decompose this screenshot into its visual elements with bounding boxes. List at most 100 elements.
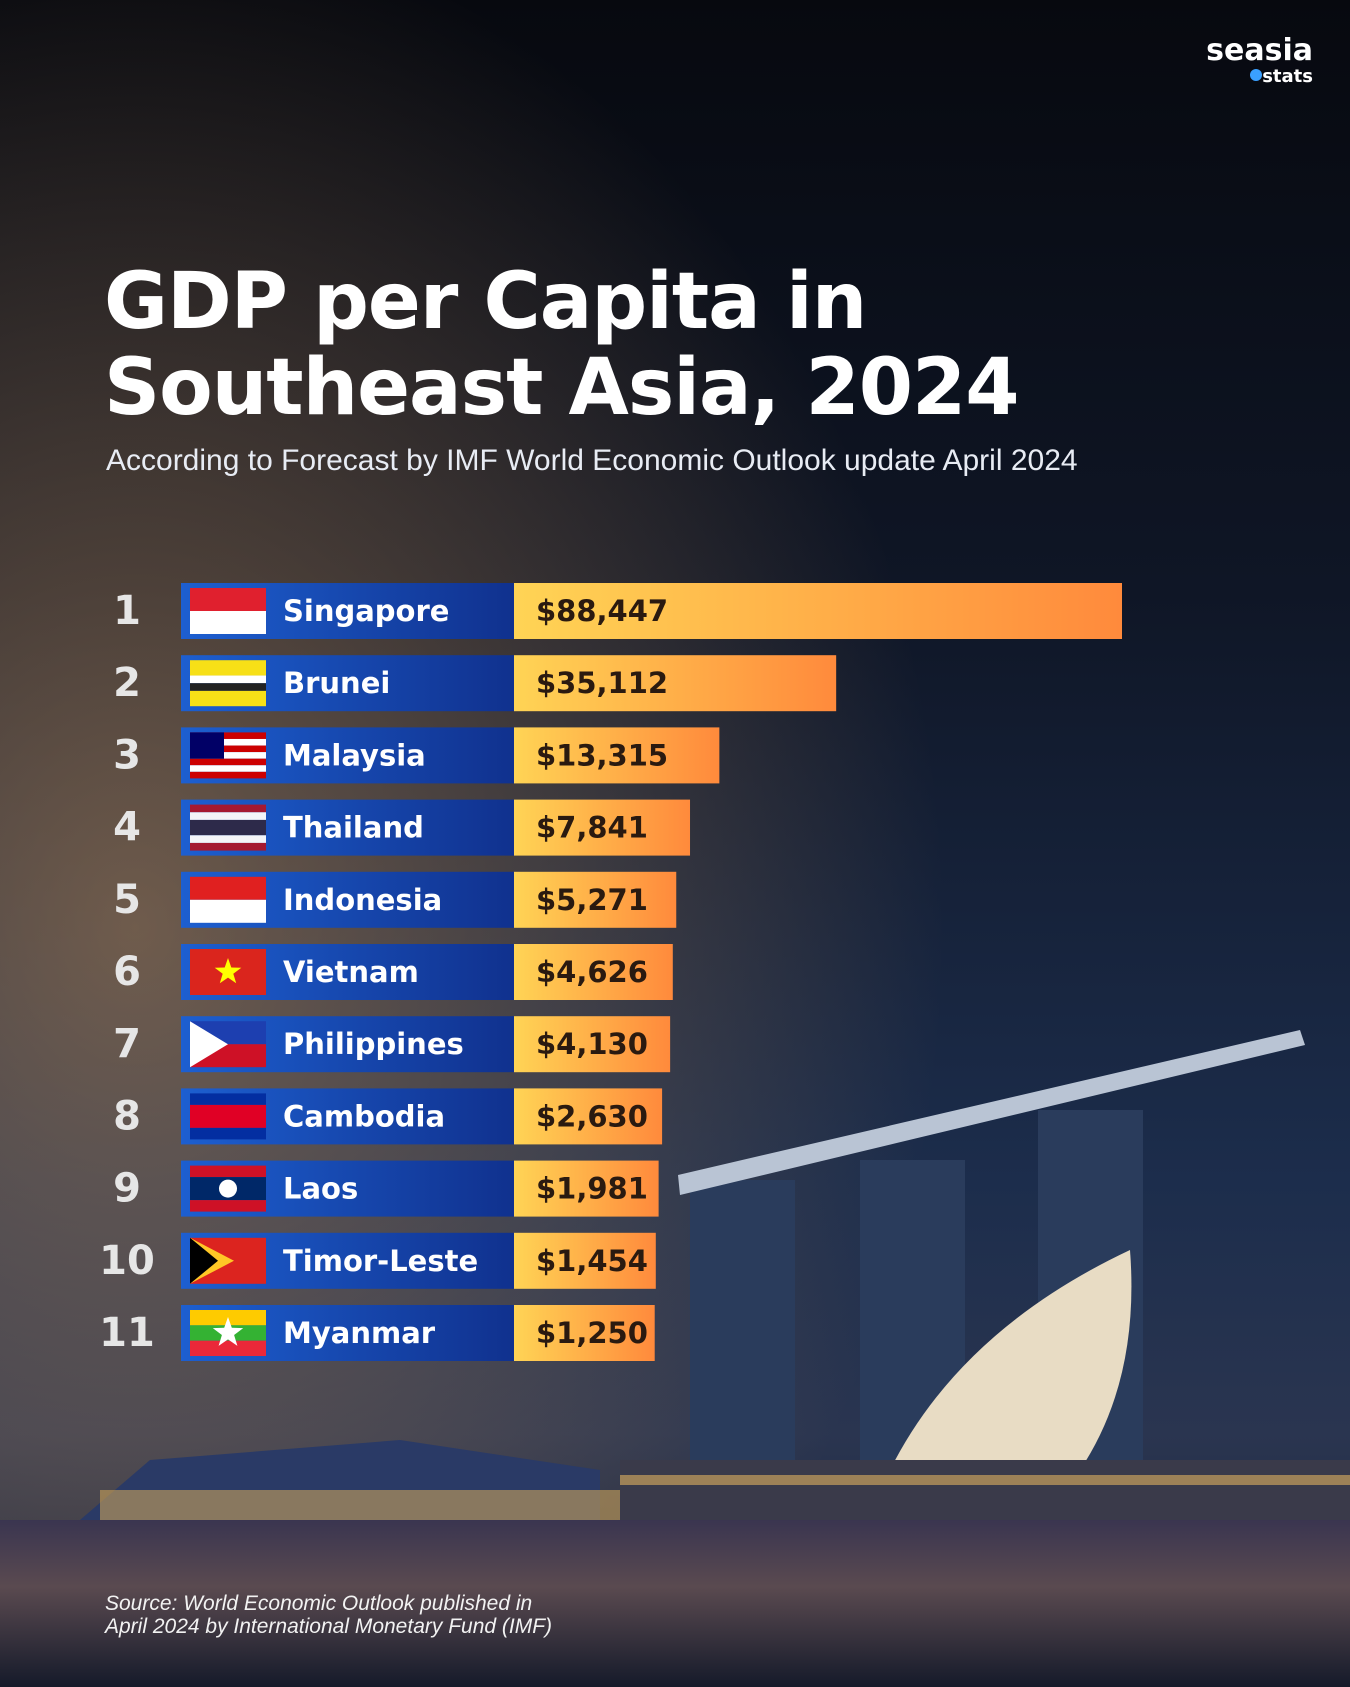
rank: 1	[113, 588, 141, 634]
flag-stripe	[190, 758, 266, 766]
rank: 4	[113, 805, 141, 851]
rank: 10	[99, 1238, 155, 1284]
row: 2 Brunei $35,112	[113, 655, 837, 712]
building-lights	[100, 1490, 660, 1520]
rank: 11	[99, 1310, 155, 1356]
country-label: Malaysia	[283, 738, 426, 772]
museum	[890, 1250, 1132, 1470]
chart-title: GDP per Capita in	[104, 257, 866, 347]
value-label: $4,626	[536, 955, 648, 989]
value-label: $1,454	[536, 1244, 648, 1278]
value-label: $35,112	[536, 666, 668, 700]
bar	[514, 871, 677, 928]
bar	[514, 727, 720, 784]
flag-disc	[219, 1179, 237, 1198]
flag-stripe	[190, 804, 266, 813]
flag-stripe	[190, 842, 266, 851]
row: 9 Laos $1,981	[113, 1160, 659, 1217]
value-label: $13,315	[536, 738, 668, 772]
country-label: Cambodia	[283, 1099, 445, 1133]
value-label: $7,841	[536, 811, 648, 845]
skypark	[678, 1030, 1305, 1195]
country-label: Vietnam	[283, 955, 419, 989]
value-label: $4,130	[536, 1027, 648, 1061]
rank: 5	[113, 877, 141, 923]
row: 4 Thailand $7,841	[113, 799, 691, 856]
row: 6 Vietnam $4,626	[113, 944, 673, 1000]
logo-tag: stats	[1262, 66, 1313, 87]
chart-subtitle: According to Forecast by IMF World Econo…	[106, 444, 1078, 477]
country-label: Timor-Leste	[283, 1244, 478, 1278]
value-label: $1,250	[536, 1316, 648, 1350]
row: 5 Indonesia $5,271	[113, 871, 677, 928]
bar	[514, 1160, 659, 1217]
flag-stripe	[190, 1200, 266, 1212]
country-label: Thailand	[283, 811, 424, 845]
rank: 2	[113, 660, 141, 706]
source: April 2024 by International Monetary Fun…	[103, 1615, 552, 1638]
chart-title: Southeast Asia, 2024	[104, 343, 1019, 433]
bar	[514, 655, 837, 712]
rank: 3	[113, 732, 141, 778]
rank: 9	[113, 1166, 141, 1212]
flag-stripe	[190, 660, 266, 676]
country-label: Myanmar	[283, 1316, 436, 1350]
flag-stripe	[190, 732, 266, 739]
flag-triangle	[190, 1237, 218, 1284]
flag-stripe	[190, 1340, 266, 1356]
logo-dot	[1250, 69, 1262, 81]
flag-star	[214, 958, 242, 984]
flag-stripe	[190, 611, 266, 634]
bar	[514, 944, 673, 1000]
row: 1 Singapore $88,447	[113, 583, 1122, 639]
bar	[514, 1016, 671, 1073]
country-label: Philippines	[283, 1027, 464, 1061]
flag-stripe	[190, 819, 266, 836]
flag-stripe	[190, 588, 266, 611]
flag-stripe	[190, 899, 266, 923]
flag-stripe	[190, 1127, 266, 1140]
flag-stripe	[190, 690, 266, 707]
rank: 7	[113, 1021, 141, 1067]
row: 11 Myanmar $1,250	[99, 1305, 655, 1361]
flag-stripe	[190, 745, 266, 753]
flag-stripe	[190, 771, 266, 779]
rank: 8	[113, 1093, 141, 1139]
bar	[514, 1305, 655, 1361]
row: 10 Timor-Leste $1,454	[99, 1232, 656, 1289]
bar	[514, 1088, 663, 1145]
flag-star	[212, 1317, 244, 1346]
country-label: Laos	[283, 1172, 358, 1206]
water	[0, 1520, 1350, 1687]
flag-stripe	[190, 765, 266, 772]
source: Source: World Economic Outlook published…	[105, 1592, 532, 1615]
value-label: $88,447	[536, 594, 668, 628]
waterfront-lights	[620, 1475, 1350, 1485]
flag-stripe	[190, 876, 266, 900]
country-label: Singapore	[283, 594, 449, 628]
flag-triangle	[190, 1021, 228, 1068]
bar	[514, 1232, 656, 1289]
flag-stripe	[190, 738, 266, 746]
flag-stripe	[190, 752, 266, 759]
flag-stripe	[190, 835, 266, 843]
waterfront	[620, 1460, 1350, 1520]
flag-stripe	[190, 1165, 266, 1178]
flag-stripe	[190, 683, 266, 691]
flag-stripe	[190, 1104, 266, 1128]
country-label: Brunei	[283, 666, 390, 700]
row: 8 Cambodia $2,630	[113, 1088, 663, 1145]
rank: 6	[113, 949, 141, 995]
flag-stripe	[190, 1093, 266, 1105]
country-label: Indonesia	[283, 883, 442, 917]
skyline	[0, 1030, 1350, 1687]
flag-stripe	[190, 812, 266, 820]
row: 3 Malaysia $13,315	[113, 727, 720, 784]
bar	[514, 799, 691, 856]
bar	[514, 583, 1122, 639]
row: 7 Philippines $4,130	[113, 1016, 671, 1073]
value-label: $2,630	[536, 1099, 648, 1133]
value-label: $1,981	[536, 1172, 648, 1206]
